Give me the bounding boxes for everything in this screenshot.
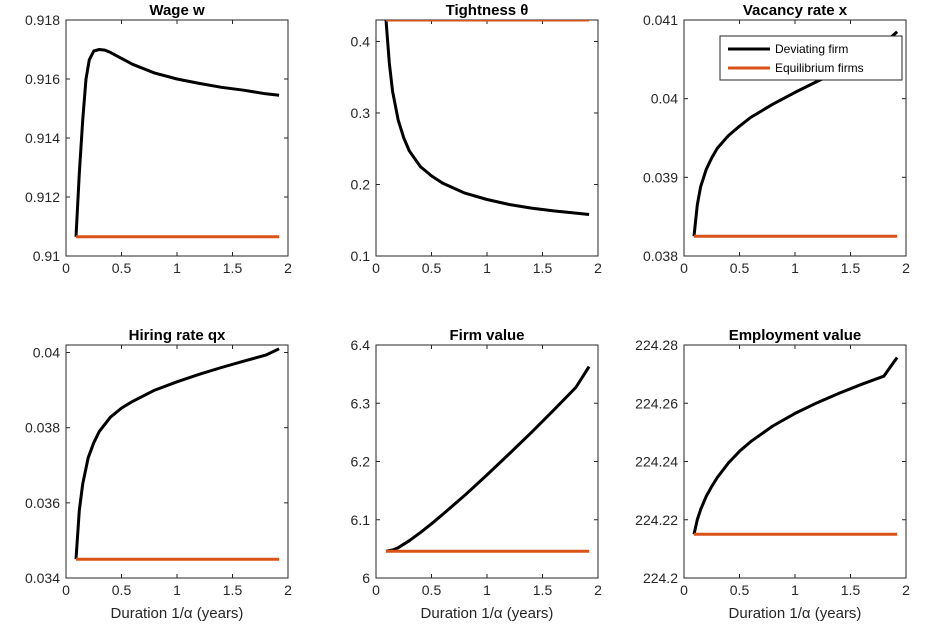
x-tick-label: 1 [173,260,181,276]
x-tick-label: 1.5 [841,582,861,598]
y-tick-label: 0.039 [643,169,678,185]
x-tick-label: 0.5 [730,260,750,276]
x-tick-label: 1 [483,260,491,276]
x-tick-label: 0 [62,260,70,276]
x-tick-label: 2 [594,260,602,276]
legend-label: Deviating firm [775,42,848,56]
x-axis-label: Duration 1/α (years) [111,605,244,622]
series-line-deviating [74,48,280,237]
y-tick-label: 0.4 [351,33,371,49]
x-tick-label: 0 [372,582,380,598]
subplot-2: 0 0.5 1 1.5 2 0.1 0.2 0.3 0.4 Tightness θ [351,2,603,276]
y-tick-label: 224.2 [643,570,678,586]
y-tick-label: 0.038 [25,420,60,436]
y-tick-label: 0.914 [25,130,60,146]
x-tick-label: 1.5 [533,582,553,598]
y-tick-label: 0.036 [25,495,60,511]
subplot-title: Employment value [729,327,862,344]
legend-box [719,35,903,81]
x-tick-label: 0 [680,582,688,598]
x-tick-label: 1.5 [533,260,553,276]
y-tick-label: 224.26 [635,395,678,411]
x-tick-label: 0.5 [112,260,132,276]
y-tick-label: 6 [362,570,370,586]
subplot-6: 0 0.5 1 1.5 2 224.2 224.22 224.24 224.26 224.28 Em… [635,327,910,622]
subplot-title: Firm value [449,327,524,344]
subplot-4: 0 0.5 1 1.5 2 0.034 0.036 0.038 0.04 Hiring rate … [25,327,292,622]
y-tick-label: 224.24 [635,454,678,470]
subplot-title: Hiring rate qx [129,327,226,344]
x-tick-label: 0.5 [422,582,442,598]
axes-frame [65,19,289,257]
x-tick-label: 1.5 [223,260,243,276]
series-line-deviating [385,365,591,553]
x-axis-label: Duration 1/α (years) [729,605,862,622]
x-tick-label: 1.5 [223,582,243,598]
axes-frame [375,344,599,579]
subplot-3: 0 0.5 1 1.5 2 0.038 0.039 0.04 0.041 Vacancy rate… [643,2,910,276]
series-line-deviating [74,347,280,560]
subplot-1: 0 0.5 1 1.5 2 0.91 0.912 0.914 0.916 0.918 Wage w [25,2,292,276]
x-tick-label: 0 [680,260,688,276]
x-tick-label: 1 [483,582,491,598]
y-tick-label: 0.918 [25,12,60,28]
subplot-5: 0 0.5 1 1.5 2 6 6.1 6.2 6.3 6.4 Firm value Duration… [351,327,603,622]
x-tick-label: 2 [594,582,602,598]
x-tick-label: 0.5 [112,582,132,598]
y-tick-label: 0.91 [33,248,60,264]
y-tick-label: 6.2 [351,454,371,470]
y-tick-label: 0.1 [351,248,371,264]
y-tick-label: 0.038 [643,248,678,264]
x-tick-label: 2 [284,582,292,598]
y-tick-label: 0.04 [33,345,60,361]
y-tick-label: 224.22 [635,512,678,528]
subplot-title: Tightness θ [446,2,529,19]
x-tick-label: 1.5 [841,260,861,276]
series-line-deviating [692,356,899,535]
y-tick-label: 0.3 [351,105,371,121]
x-tick-label: 0 [62,582,70,598]
x-tick-label: 1 [791,582,799,598]
axes-frame [65,344,289,579]
x-axis-label: Duration 1/α (years) [421,605,554,622]
x-tick-label: 0.5 [730,582,750,598]
y-tick-label: 0.034 [25,570,60,586]
x-tick-label: 0 [372,260,380,276]
axes-frame [683,344,907,579]
subplot-title: Vacancy rate x [743,2,848,19]
x-tick-label: 0.5 [422,260,442,276]
x-tick-label: 1 [791,260,799,276]
y-tick-label: 0.2 [351,176,371,192]
y-tick-label: 0.916 [25,71,60,87]
x-tick-label: 2 [902,260,910,276]
y-tick-label: 224.28 [635,337,678,353]
x-tick-label: 2 [902,582,910,598]
series-line-deviating [384,20,590,216]
y-tick-label: 6.4 [351,337,371,353]
y-tick-label: 0.04 [651,91,678,107]
y-tick-label: 0.041 [643,12,678,28]
y-tick-label: 6.3 [351,395,371,411]
y-tick-label: 6.1 [351,512,371,528]
x-tick-label: 1 [173,582,181,598]
y-tick-label: 0.912 [25,189,60,205]
subplot-title: Wage w [149,2,205,19]
axes-frame [375,19,599,257]
x-tick-label: 2 [284,260,292,276]
legend: Deviating firm Equilibrium firms [719,35,903,81]
legend-label: Equilibrium firms [775,61,864,75]
